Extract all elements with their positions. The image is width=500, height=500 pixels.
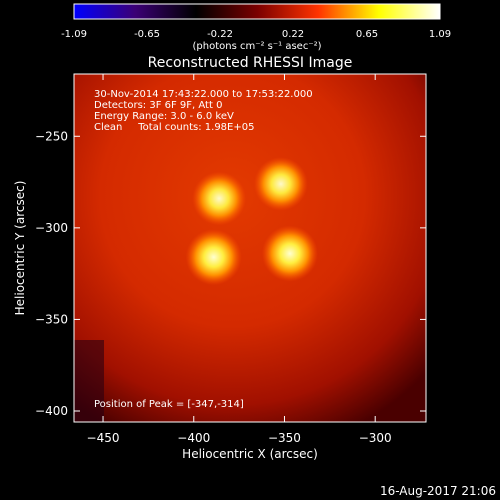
annotation-detectors: Detectors: 3F 6F 9F, Att 0 [94, 100, 222, 111]
colorbar-ticks: -1.09 -0.65 -0.22 0.22 0.65 1.09 [61, 29, 451, 40]
colorbar-tick: 1.09 [429, 29, 451, 40]
y-tick-label: −350 [35, 312, 68, 326]
y-tick-label: −300 [35, 221, 68, 235]
image-background [74, 74, 426, 422]
x-tick-label: −300 [359, 431, 392, 445]
x-tick-label: −350 [268, 431, 301, 445]
colorbar-unit-label: (photons cm⁻² s⁻¹ asec⁻²) [192, 41, 321, 52]
annotation-time-range: 30-Nov-2014 17:43:22.000 to 17:53:22.000 [94, 89, 313, 100]
x-tick-label: −450 [87, 431, 120, 445]
image-area [74, 74, 426, 422]
annotation-energy-range: Energy Range: 3.0 - 6.0 keV [94, 111, 234, 122]
annotation-clean-counts: Clean Total counts: 1.98E+05 [94, 122, 254, 133]
colorbar-tick: -0.65 [134, 29, 160, 40]
x-axis: −450 −400 −350 −300 [87, 74, 392, 445]
emission-source [192, 171, 246, 226]
y-tick-label: −400 [35, 404, 68, 418]
chart-title: Reconstructed RHESSI Image [148, 55, 353, 71]
emission-sources [185, 157, 318, 286]
footer-timestamp: 16-Aug-2017 21:06 [380, 484, 496, 498]
emission-source [261, 225, 318, 282]
plot-frame [73, 73, 427, 423]
y-axis: −250 −300 −350 −400 [35, 129, 426, 418]
peak-position-label: Position of Peak = [-347,-314] [94, 399, 244, 410]
x-tick-label: −400 [177, 431, 210, 445]
emission-source [185, 229, 242, 286]
y-axis-label: Heliocentric Y (arcsec) [13, 181, 27, 316]
y-tick-label: −250 [35, 129, 68, 143]
annotation-block: 30-Nov-2014 17:43:22.000 to 17:53:22.000… [94, 89, 313, 133]
emission-source [254, 157, 308, 211]
colorbar-tick: 0.65 [356, 29, 378, 40]
colorbar-tick: -1.09 [61, 29, 87, 40]
colorbar-tick: 0.22 [282, 29, 304, 40]
colorbar-tick: -0.22 [207, 29, 233, 40]
image-corner-dark [74, 340, 104, 422]
colorbar [73, 3, 441, 20]
x-axis-label: Heliocentric X (arcsec) [182, 447, 318, 461]
